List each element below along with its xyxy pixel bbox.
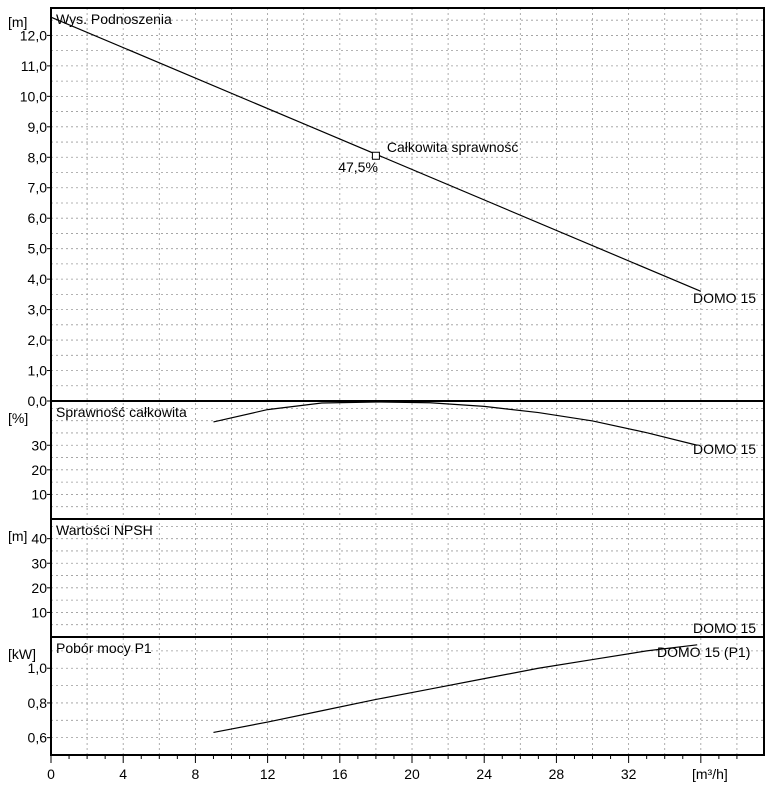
y-tick-label: 6,0 xyxy=(28,210,48,226)
panel-frame xyxy=(50,518,765,638)
y-tick-label: 0,8 xyxy=(28,695,48,711)
series-line xyxy=(213,644,698,734)
x-axis-unit-label: [m³/h] xyxy=(692,766,728,782)
y-tick-label: 0,6 xyxy=(28,730,48,746)
y-tick-label: 7,0 xyxy=(28,180,48,196)
panel-title: Wartości NPSH xyxy=(56,522,153,538)
y-axis-unit-label: [m] xyxy=(8,14,27,30)
series-name-label: DOMO 15 xyxy=(693,290,756,306)
y-tick-label: 12,0 xyxy=(20,27,47,43)
x-tick-label: 32 xyxy=(621,766,637,782)
series-name-label: DOMO 15 xyxy=(693,441,756,457)
y-axis-unit-label: [kW] xyxy=(8,646,36,662)
annotation-label: Całkowita sprawność xyxy=(387,139,518,155)
frame-layer xyxy=(47,7,765,763)
y-tick-label: 40 xyxy=(31,531,47,547)
y-tick-label: 30 xyxy=(31,437,47,453)
y-tick-label: 2,0 xyxy=(28,332,48,348)
annotation-value-label: 47,5% xyxy=(338,159,378,175)
panel-title: Sprawność całkowita xyxy=(56,404,187,420)
y-tick-label: 10,0 xyxy=(20,88,47,104)
panel-title: Wys. Podnoszenia xyxy=(56,11,172,27)
panel-frame xyxy=(50,7,765,402)
panel-title: Pobór mocy P1 xyxy=(56,640,152,656)
panel-frame xyxy=(50,636,765,756)
y-tick-label: 20 xyxy=(31,580,47,596)
y-tick-label: 1,0 xyxy=(28,660,48,676)
x-tick-label: 24 xyxy=(476,766,492,782)
y-tick-label: 4,0 xyxy=(28,271,48,287)
x-tick-label: 4 xyxy=(119,766,127,782)
y-tick-label: 20 xyxy=(31,462,47,478)
y-tick-label: 9,0 xyxy=(28,119,48,135)
efficiency-point-marker xyxy=(371,151,380,160)
series-line xyxy=(213,401,698,446)
label-layer: 0,0 1,0 2,0 3,0 4,0 5,0 6,0 7,0 8,0 9,0 10,0 11,0 12… xyxy=(8,11,756,782)
x-tick-label: 16 xyxy=(332,766,348,782)
x-tick-label: 20 xyxy=(404,766,420,782)
y-axis-unit-label: [m] xyxy=(8,528,27,544)
series-name-label: DOMO 15 xyxy=(693,620,756,636)
y-axis-unit-label: [%] xyxy=(8,410,28,426)
y-tick-label: 0,0 xyxy=(28,393,48,409)
y-tick-label: 3,0 xyxy=(28,302,48,318)
y-tick-label: 8,0 xyxy=(28,149,48,165)
y-tick-label: 5,0 xyxy=(28,241,48,257)
curve-layer xyxy=(50,16,702,734)
series-name-label: DOMO 15 (P1) xyxy=(657,644,750,660)
x-tick-label: 0 xyxy=(47,766,55,782)
grid-layer xyxy=(51,8,764,755)
x-tick-label: 28 xyxy=(549,766,565,782)
x-tick-label: 12 xyxy=(260,766,276,782)
y-tick-label: 10 xyxy=(31,486,47,502)
x-tick-label: 8 xyxy=(192,766,200,782)
y-tick-label: 1,0 xyxy=(28,363,48,379)
y-tick-label: 11,0 xyxy=(21,58,47,74)
y-tick-label: 30 xyxy=(31,555,47,571)
y-tick-label: 10 xyxy=(31,604,47,620)
